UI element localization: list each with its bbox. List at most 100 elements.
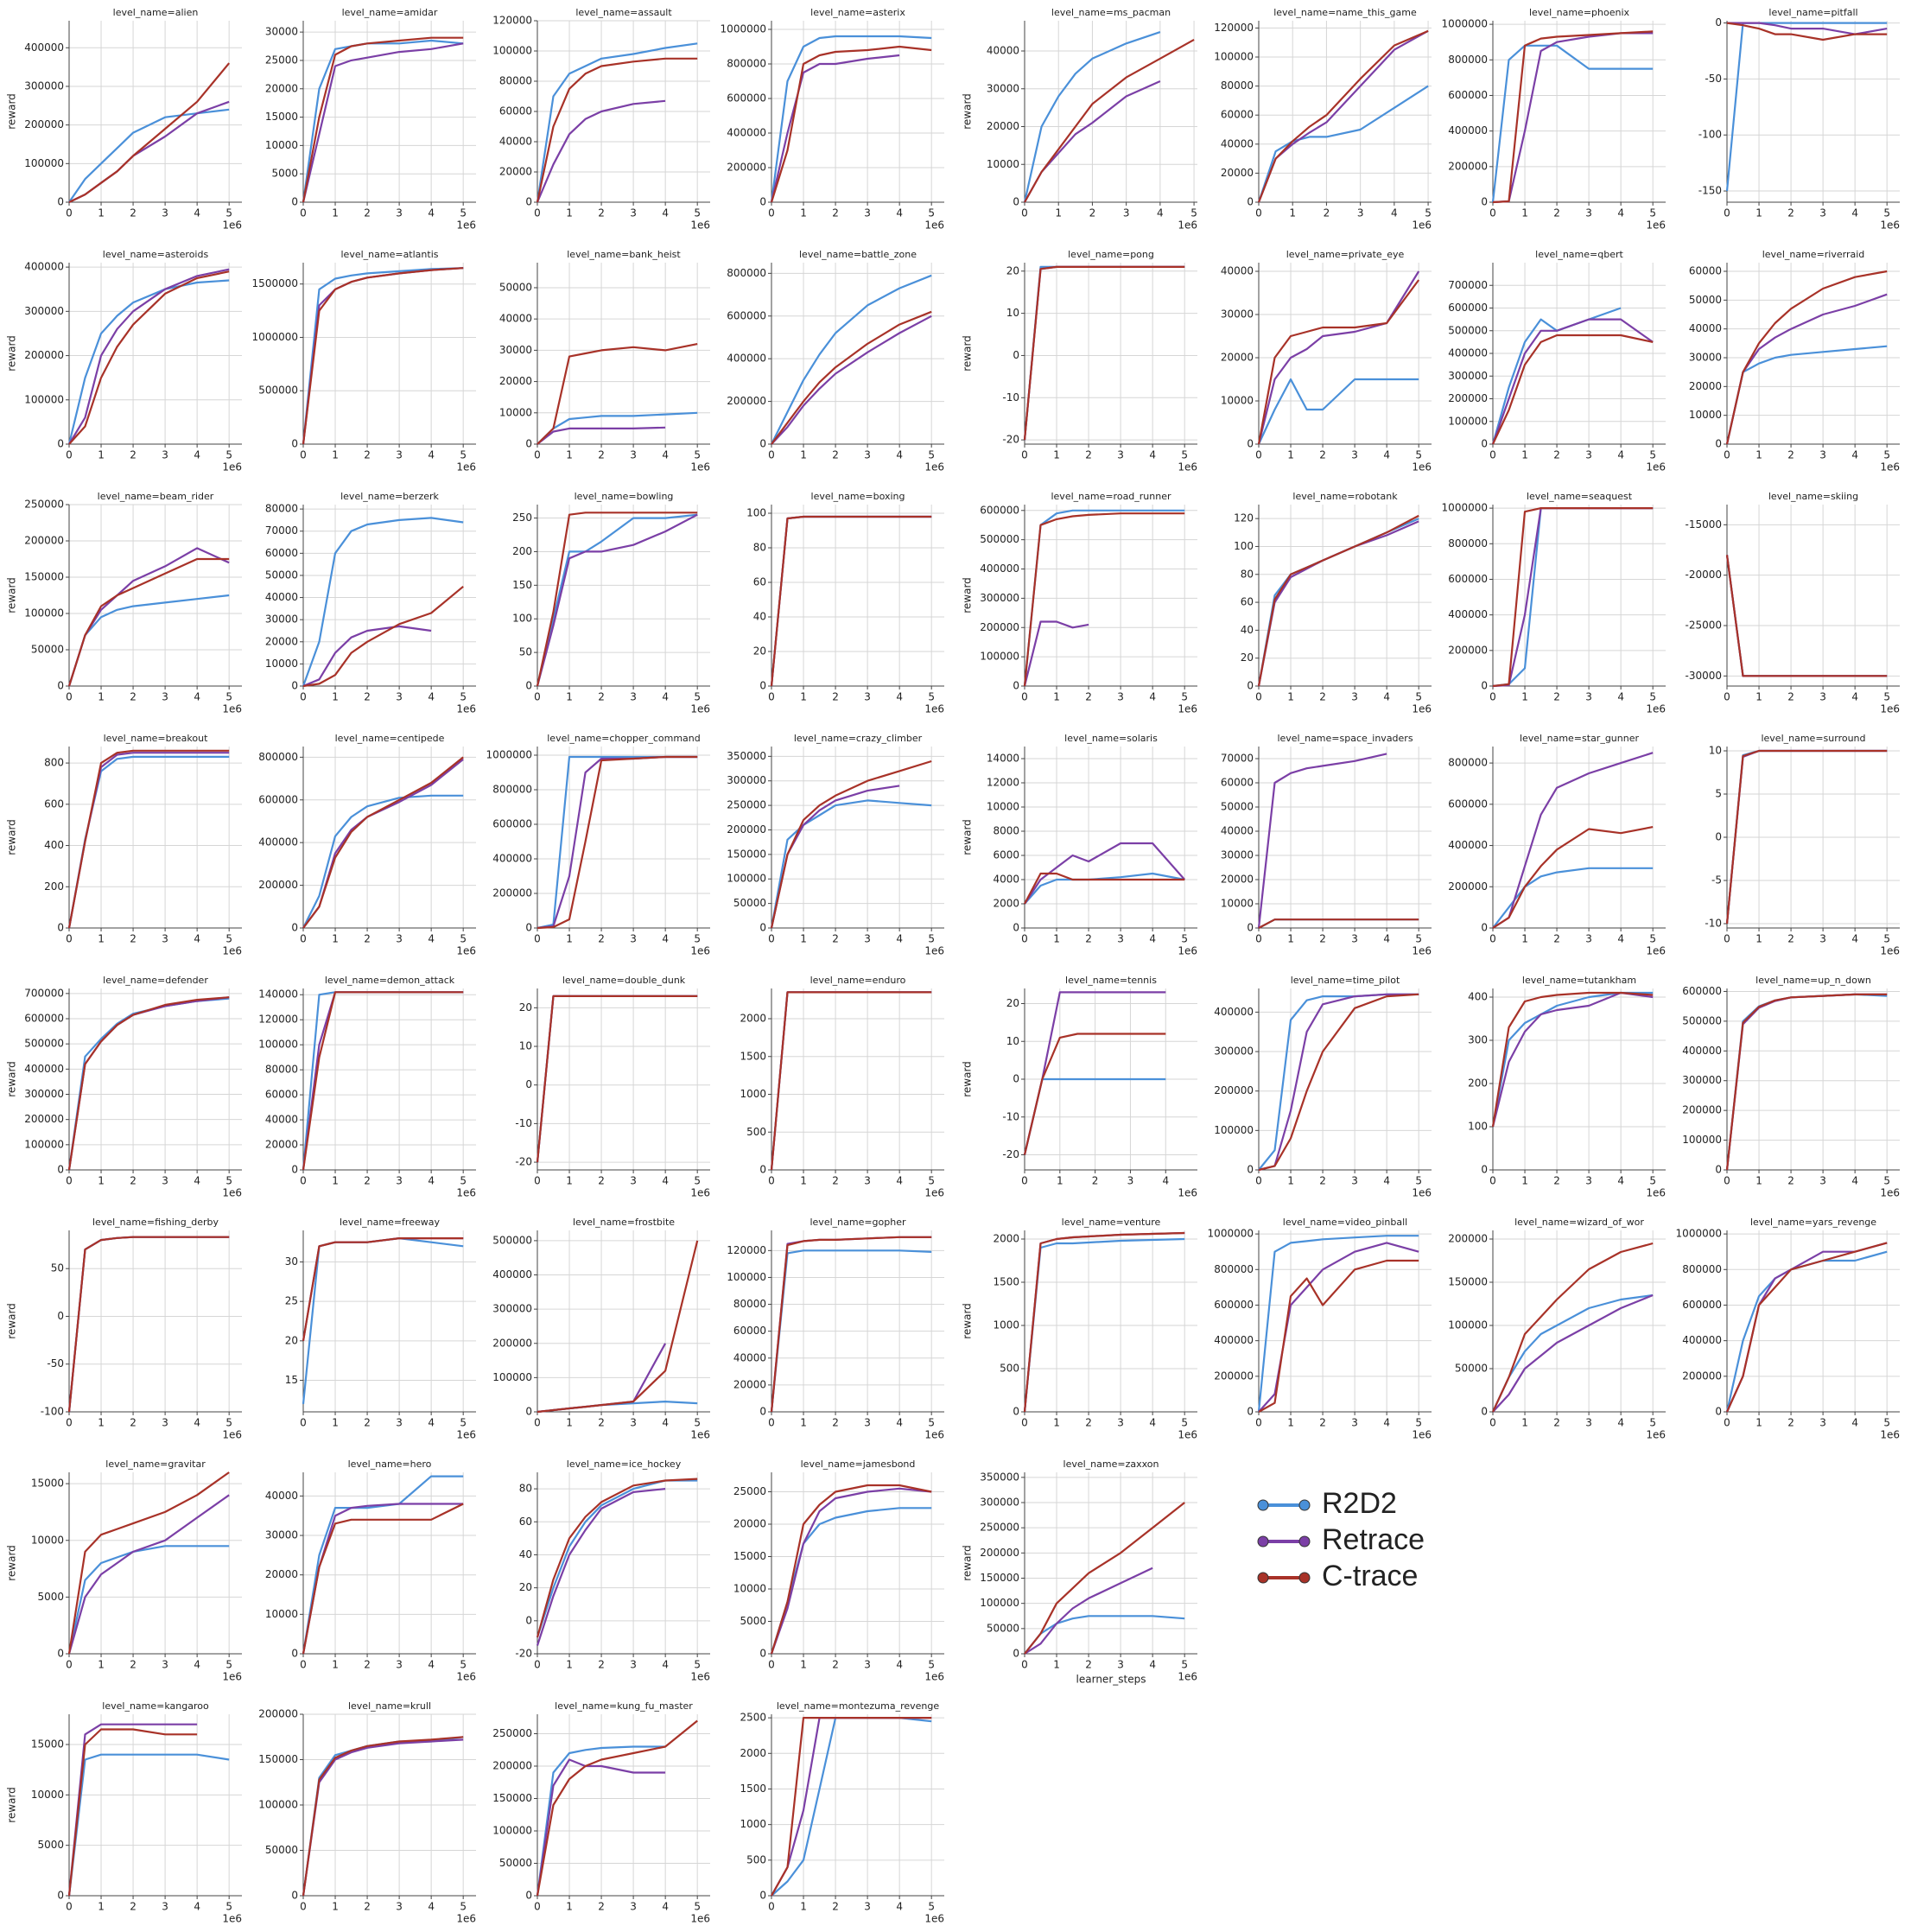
subplot-title: level_name=ice_hockey <box>567 1459 682 1470</box>
y-tick-label: -50 <box>1705 73 1722 85</box>
y-tick-label: 300000 <box>24 1088 64 1100</box>
x-tick-label: 1 <box>98 207 105 219</box>
x-tick-label: 2 <box>832 933 839 945</box>
series-line <box>536 755 698 930</box>
x-tick-label: 0 <box>300 1175 307 1187</box>
series-line <box>302 1738 464 1897</box>
series-line <box>1258 378 1419 445</box>
series-line <box>302 1503 464 1655</box>
x-tick-label: 5 <box>1415 1175 1422 1187</box>
y-tick-label: 800000 <box>727 267 766 279</box>
y-axis-label: reward <box>962 1303 974 1339</box>
x-tick-label: 3 <box>630 207 637 219</box>
y-tick-label: 25000 <box>733 1485 766 1497</box>
x-offset-label: 1e6 <box>1412 219 1432 232</box>
x-tick-label: 0 <box>1255 1417 1262 1429</box>
x-tick-label: 4 <box>896 449 903 461</box>
x-tick-label: 0 <box>534 933 541 945</box>
y-axis-label: reward <box>962 819 974 855</box>
y-tick-label: 50000 <box>31 644 64 656</box>
y-tick-label: 15000 <box>31 1738 64 1751</box>
y-tick-label: 1000000 <box>252 331 298 343</box>
x-tick-label: 2 <box>130 1901 136 1913</box>
x-tick-label: 4 <box>1162 1175 1169 1187</box>
y-tick-label: 250000 <box>24 499 64 511</box>
y-tick-label: 600000 <box>258 793 298 805</box>
y-tick-label: 0 <box>1247 1406 1254 1418</box>
subplot: level_name=venture 0 500 1000 1500 2000 0 1 2 3 4 5… <box>962 1217 1197 1441</box>
subplot: level_name=krull 0 50000 100000 150000 200000… <box>258 1700 476 1925</box>
y-tick-label: 0 <box>525 1614 532 1626</box>
x-tick-label: 1 <box>1053 933 1060 945</box>
x-offset-label: 1e6 <box>1412 945 1432 957</box>
x-tick-label: 3 <box>1117 1659 1124 1671</box>
subplot: level_name=zaxxon 0 50000 100000 150000 20000… <box>962 1459 1197 1686</box>
y-tick-label: 30000 <box>265 613 298 626</box>
series-line <box>771 315 932 445</box>
y-tick-label: 800000 <box>1448 757 1488 769</box>
y-tick-label: 40000 <box>265 591 298 603</box>
y-tick-label: -20 <box>515 1648 532 1660</box>
y-tick-label: 500000 <box>1682 1014 1722 1026</box>
legend-marker <box>1298 1499 1311 1511</box>
y-tick-label: 0 <box>1715 438 1722 450</box>
x-tick-label: 1 <box>1521 207 1528 219</box>
x-tick-label: 3 <box>396 691 403 703</box>
x-tick-label: 5 <box>225 691 232 703</box>
x-tick-label: 0 <box>66 691 73 703</box>
subplot: level_name=ms_pacman 0 10000 20000 30000 4000… <box>962 7 1197 232</box>
series-line <box>536 995 698 1163</box>
subplot-title: level_name=montezuma_revenge <box>777 1700 940 1712</box>
x-tick-label: 1 <box>800 449 807 461</box>
y-tick-label: 20000 <box>1689 380 1722 392</box>
x-tick-label: 0 <box>300 449 307 461</box>
y-tick-label: 6000 <box>993 849 1019 861</box>
x-tick-label: 1 <box>1287 691 1294 703</box>
legend-marker <box>1298 1535 1311 1548</box>
subplot: level_name=asterix 0 200000 400000 600000 800… <box>721 7 944 232</box>
x-tick-label: 3 <box>630 1901 637 1913</box>
x-tick-label: 2 <box>598 1901 605 1913</box>
y-tick-label: 15000 <box>733 1550 766 1562</box>
x-offset-label: 1e6 <box>690 1187 710 1199</box>
y-tick-label: 600000 <box>1448 798 1488 810</box>
x-offset-label: 1e6 <box>1646 945 1666 957</box>
x-tick-label: 0 <box>66 1175 73 1187</box>
x-tick-label: 3 <box>396 933 403 945</box>
y-tick-label: 200000 <box>24 118 64 130</box>
x-tick-label: 3 <box>1351 691 1358 703</box>
y-tick-label: 1000000 <box>1676 1228 1722 1240</box>
series-line <box>1258 993 1419 1172</box>
y-tick-label: 0 <box>291 1890 298 1902</box>
subplot-title: level_name=chopper_command <box>547 733 700 744</box>
subplot: level_name=riverraid 0 10000 20000 30000 4000… <box>1689 249 1900 473</box>
y-tick-label: 50000 <box>1689 294 1722 306</box>
y-tick-label: 60 <box>1241 596 1254 608</box>
x-tick-label: 2 <box>598 207 605 219</box>
series-line <box>1725 993 1888 1171</box>
y-tick-label: 0 <box>291 922 298 934</box>
subplot: level_name=assault 0 20000 40000 60000 80000 1… <box>492 7 710 232</box>
subplot: level_name=double_dunk -20 -10 0 10 20 0 1 2 3 4 51… <box>515 975 710 1199</box>
series-line <box>771 1717 932 1897</box>
y-tick-label: 200000 <box>1214 1370 1254 1382</box>
y-tick-label: 500000 <box>980 533 1019 545</box>
x-tick-label: 3 <box>1585 207 1592 219</box>
y-tick-label: 150000 <box>1448 1276 1488 1288</box>
y-tick-label: 120 <box>1234 512 1254 524</box>
x-tick-label: 5 <box>225 449 232 461</box>
y-tick-label: 400 <box>44 839 64 851</box>
y-tick-label: 100000 <box>24 1138 64 1150</box>
series-line <box>1725 1242 1888 1413</box>
y-tick-label: 800000 <box>727 58 766 70</box>
x-offset-label: 1e6 <box>456 945 476 957</box>
series-line <box>770 35 932 203</box>
series-line <box>1258 918 1419 929</box>
series-line <box>1492 752 1654 929</box>
y-tick-label: 100 <box>746 507 766 519</box>
x-tick-label: 5 <box>1883 1175 1890 1187</box>
x-tick-label: 1 <box>800 1175 807 1187</box>
y-tick-label: 60000 <box>1221 109 1254 121</box>
subplot-title: level_name=kangaroo <box>102 1700 209 1712</box>
